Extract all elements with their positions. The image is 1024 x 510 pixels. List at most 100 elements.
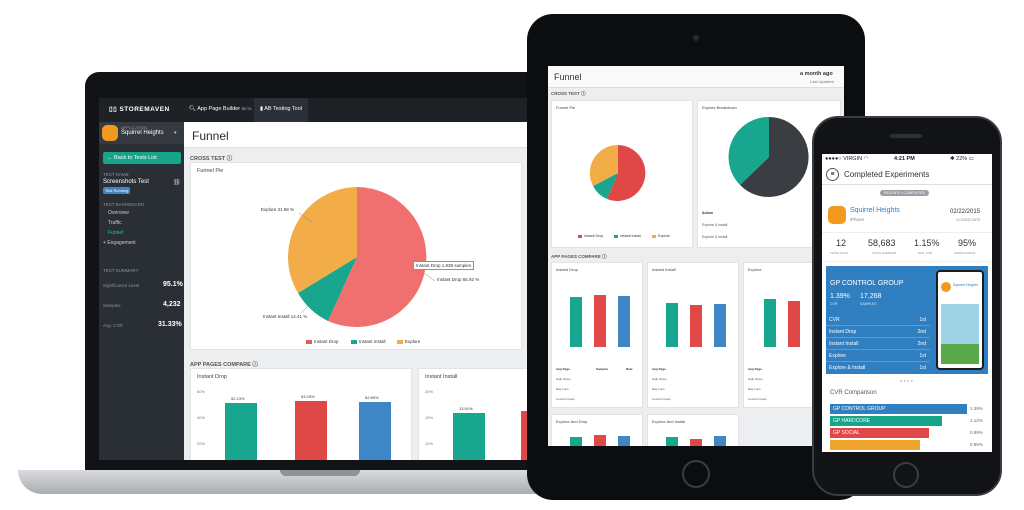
bar[interactable] [594,295,606,347]
tablet-updated: a month ago [800,71,833,77]
cvr-comparison-title: CVR Comparison [830,390,877,396]
pie-slice-explore-drop[interactable] [740,117,809,197]
link-icon[interactable]: ⛓ [173,180,181,186]
bar-value-label: 52.89% [365,395,379,400]
status-bar: ●●●●○ VIRGIN ◠ 4:21 PM ✱ 22% ▭ [825,156,974,162]
cvr-value: 1.39% [970,406,983,411]
phone-app-name[interactable]: Squirrel Heights [850,207,900,214]
bar[interactable] [714,436,726,446]
mini-screenshot-ground [941,344,979,364]
tablet-header: Funnel a month ago Last Updated [548,66,844,88]
stat-label: SIGNIFICANCE [954,251,976,255]
phone-app-platform: iPhone [850,217,865,222]
bar[interactable] [618,296,630,347]
pie-slice-explore[interactable] [288,187,357,293]
bar-value-label: 53.29% [301,394,315,399]
stat-value: 58,683 [868,238,896,248]
tablet-main: CROSS TEST ⓘ Funnel Pie Instant Drop Ins… [548,88,844,446]
cvr-bar: GP HARDCORE [830,416,942,426]
table-header: App Page [556,367,570,371]
phone-group-card[interactable]: GP CONTROL GROUP 1.39% CVR 17,268 SAMPLE… [826,266,988,374]
sidebar-item-engagement[interactable]: + Engagement [103,240,136,246]
pie-slice-install[interactable] [593,173,618,199]
pie-slice-drop[interactable] [328,187,427,327]
pie-slice-explore[interactable] [589,144,618,186]
table-header: Action [702,211,713,215]
test-name-label: TEST NAME [103,172,129,177]
tablet-home-button[interactable] [682,460,710,488]
rank-row: CVR 1st [826,314,930,326]
stat-label: AVG. CVR [918,251,933,255]
bar[interactable] [666,437,678,446]
bar[interactable] [690,439,702,446]
nav-ab-testing-tool[interactable]: ▮ AB Testing Tool [254,98,308,122]
status-time: 4:21 PM [894,156,915,162]
back-to-tests-button[interactable]: ← Back to Tests List [103,152,181,164]
tablet-app-pages-heading: APP PAGES COMPARE ⓘ [551,254,607,259]
phone-header: ≡ Completed Experiments [822,165,992,185]
brand-logo[interactable]: ▯▯ STOREMAVEN [109,106,170,113]
sidebar-item-funnel[interactable]: Funnel [108,230,124,236]
table-cell: Bug Lens [556,387,569,391]
summary-value-significance: 95.1% [163,281,183,288]
mini-app-icon [941,282,951,292]
nav-app-page-builder[interactable]: 🔍︎ App Page Builder BETA [189,106,252,112]
bar[interactable] [570,297,582,347]
bar-value-label: 52.13% [231,396,245,401]
stat-label: TOTAL SAMPLES [872,251,897,255]
tablet-legend-drop[interactable]: Instant Drop [578,234,603,238]
app-selector[interactable]: APPLICATION Squirrel Heights ▾ [99,122,184,144]
phone-app-icon [828,206,846,224]
summary-value-samples: 4,232 [163,301,181,308]
app-label: APPLICATION [121,125,148,130]
dashboard-label: TEST DASHBOARD [103,202,145,207]
phone-home-button[interactable] [893,462,919,488]
bar[interactable] [764,299,776,347]
carousel-dots[interactable]: ● ● ● ● [900,378,913,383]
sidebar-item-traffic[interactable]: Traffic [108,220,122,226]
sidebar-item-overview[interactable]: Overview [108,210,129,216]
funnel-pie-chart [288,187,436,327]
stat-value: 95% [958,238,977,248]
summary-value-cvr: 31.33% [158,321,182,328]
bar[interactable] [225,403,257,460]
bar[interactable] [666,303,678,347]
pie-title: Funnel Pie [197,168,224,174]
funnel-pie-card: Funnel Pie Explore 31.98 % Instant Drop … [190,162,522,350]
group-samples: 17,268 [860,293,882,300]
bar[interactable] [788,301,800,347]
bar[interactable] [618,436,630,446]
bar[interactable] [453,413,485,460]
phone-header-title: Completed Experiments [844,170,930,179]
legend-drop[interactable]: Instant Drop [306,339,339,344]
pie-slice-drop[interactable] [607,145,646,201]
tablet-camera [693,35,699,41]
pie-slice-install[interactable] [298,257,357,321]
bar[interactable] [714,304,726,347]
bar-card-title: Instant Drop [197,374,227,380]
menu-icon[interactable]: ≡ [826,168,839,181]
tablet-pie2-title: Explore Breakdown [702,105,737,110]
tablet-card-title: Explore And Drop [556,419,588,424]
tablet-card-explore-drop: Explore And Drop [551,414,643,446]
legend-explore[interactable]: Explore [397,339,420,344]
table-header: Rate [626,367,633,371]
bar[interactable] [594,435,606,446]
table-cell: Control Group [652,397,671,401]
tablet-screen: Funnel a month ago Last Updated CROSS TE… [548,66,844,446]
bar[interactable] [570,437,582,446]
table-cell: Bug Lens [652,387,665,391]
phone-screen: ●●●●○ VIRGIN ◠ 4:21 PM ✱ 22% ▭ ≡ Complet… [822,154,992,452]
tablet-legend-explore[interactable]: Explore [652,234,670,238]
bar[interactable] [359,402,391,460]
bar[interactable] [690,305,702,347]
bar-card-instant-drop: Instant Drop 60% 40% 20% 52.13% 53.29% 5… [190,368,412,460]
legend-install[interactable]: Instant Install [351,339,386,344]
app-pages-heading: APP PAGES COMPARE ⓘ [190,362,258,368]
group-samples-label: SAMPLES [860,302,877,306]
tablet-legend-install[interactable]: Instant Install [614,234,641,238]
table-cell: Explore & Install [702,235,728,239]
pie-slice-explore-install[interactable] [728,116,769,185]
bar[interactable] [295,401,327,460]
summary-label-samples: Samples [103,303,121,308]
